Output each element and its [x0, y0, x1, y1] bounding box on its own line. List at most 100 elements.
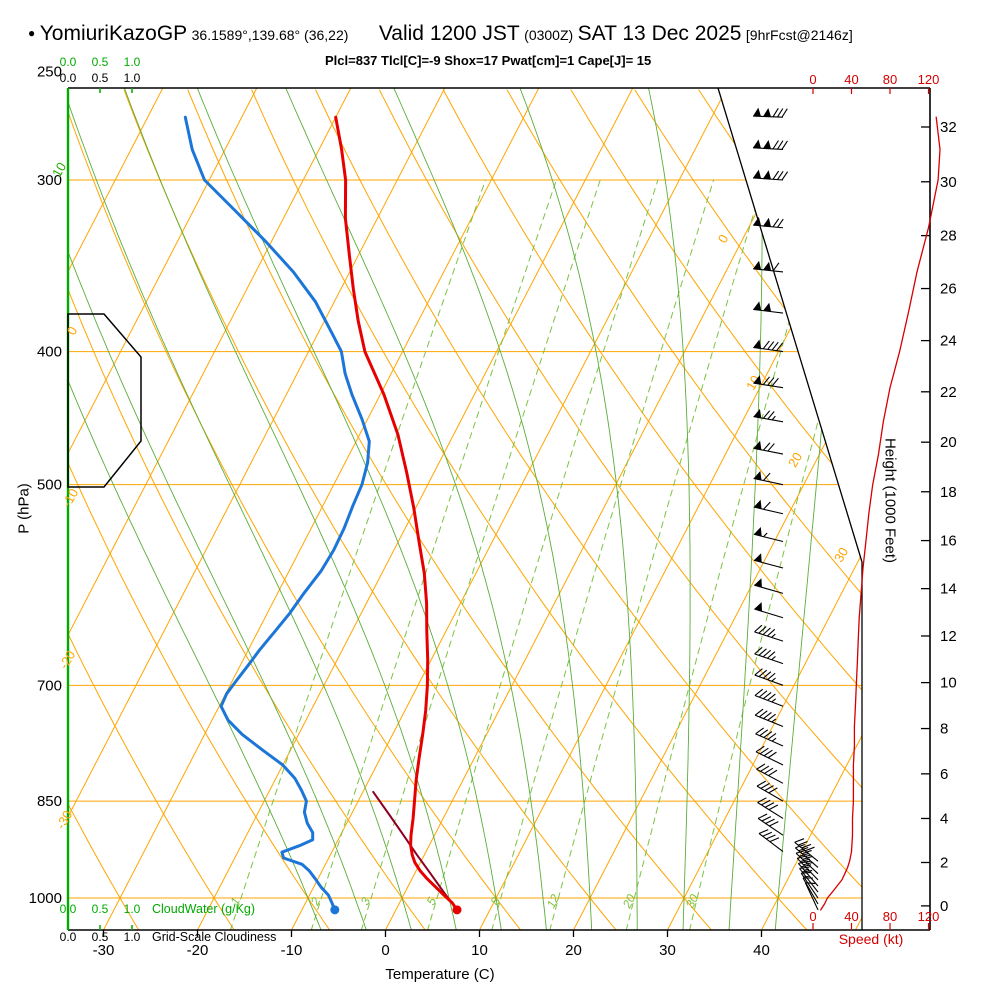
- speed-tick-label: 80: [883, 72, 897, 87]
- mixing-ratio-label: 12: [544, 892, 563, 911]
- wind-barb-full: [755, 727, 765, 735]
- wind-barb-full: [763, 692, 772, 700]
- edge-value-label: 0: [64, 324, 81, 338]
- wind-barb-full: [758, 829, 769, 835]
- wind-barb-pennant: [753, 260, 762, 270]
- height-tick-label: 8: [940, 721, 948, 738]
- dry-adiabat-line: [187, 89, 713, 930]
- wind-barb-full: [767, 443, 775, 452]
- wind-barb-full: [763, 501, 771, 510]
- dry-adiabat-line: [68, 89, 140, 930]
- dry-adiabat-line: [890, 90, 1000, 931]
- pressure-tick-label: 400: [37, 344, 62, 361]
- speed-tick-label: 40: [844, 909, 858, 924]
- dry-adiabat-line: [570, 89, 862, 930]
- dry-adiabat-line: [315, 89, 862, 930]
- cloud-scale-label: 0.5: [92, 930, 109, 944]
- mixing-ratio-line: [491, 179, 715, 930]
- wind-barb-pennant: [754, 602, 762, 612]
- wind-barb-full: [767, 341, 775, 350]
- isotherm-line: [384, 88, 823, 930]
- cloudwater-caption: CloudWater (g/Kg): [152, 902, 255, 916]
- wind-barb-shaft: [753, 506, 784, 515]
- wind-barb-full: [754, 668, 763, 676]
- wind-barb-full: [757, 797, 767, 803]
- wind-barb-full: [767, 713, 776, 721]
- temp-tick-label: -30: [93, 942, 115, 959]
- dry-adiabat-line: [251, 89, 808, 930]
- height-tick-label: 4: [940, 810, 948, 827]
- dry-adiabat-line: [506, 89, 862, 930]
- isotherm-line: [478, 88, 862, 930]
- wind-barb-full: [767, 411, 775, 420]
- wind-barb-pennant: [753, 527, 762, 537]
- wind-barb-full: [771, 341, 779, 351]
- isotherm-line: [68, 88, 353, 930]
- wind-barb-full: [766, 628, 776, 637]
- mixing-ratio-label: 2: [307, 895, 323, 908]
- temperature-axis-label: Temperature (C): [385, 966, 495, 983]
- wind-barb-shaft: [754, 584, 784, 594]
- cloud-scale-label: 0.0: [60, 902, 77, 916]
- wind-barb-shaft: [753, 268, 784, 273]
- wind-barb-pennant: [753, 139, 761, 149]
- surface-dewpoint-dot: [330, 905, 340, 915]
- edge-value-label: 0: [715, 232, 732, 246]
- hexagon-marker: [67, 313, 142, 488]
- wind-barb-full: [769, 821, 779, 827]
- cloud-scale-label: 0.5: [92, 902, 109, 916]
- mixing-ratio-label: 20: [619, 892, 638, 911]
- wind-barb-full: [754, 708, 764, 716]
- wind-barb-full: [758, 648, 767, 656]
- wind-barb-half: [771, 656, 776, 661]
- mixing-ratio-line: [625, 179, 831, 930]
- wind-barb-full: [772, 140, 779, 150]
- dry-adiabat-line: [68, 89, 522, 930]
- wind-barb-pennant: [754, 578, 762, 588]
- moist-adiabat-line: [68, 88, 412, 930]
- wind-barb-pennant: [753, 408, 762, 418]
- station-bullet-icon: ●: [28, 26, 36, 40]
- wind-barb-pennant: [763, 261, 772, 271]
- edge-value-label: 30: [831, 545, 851, 565]
- moist-adiabat-line: [68, 88, 367, 930]
- wind-barb-full: [771, 377, 779, 387]
- wind-barb-pennant: [753, 107, 761, 117]
- cloud-scale-label: 1.0: [124, 930, 141, 944]
- wind-barb-full: [781, 108, 788, 118]
- wind-barb-full: [768, 769, 778, 777]
- wind-barbs: [752, 107, 819, 911]
- speed-tick-label: 80: [883, 909, 897, 924]
- moist-adiabat-line: [122, 88, 457, 930]
- wind-barb-shaft: [753, 533, 784, 543]
- speed-tick-label: 40: [844, 72, 858, 87]
- moist-adiabat-line: [283, 88, 547, 930]
- speed-axis-label: Speed (kt): [838, 931, 904, 947]
- wind-barb-full: [766, 834, 776, 840]
- wind-barb-pennant: [753, 375, 762, 385]
- wind-barb-full: [776, 342, 784, 352]
- wind-barb-full: [772, 170, 780, 180]
- temp-tick-label: 40: [753, 942, 770, 959]
- height-tick-label: 20: [940, 434, 957, 451]
- dewpoint-profile: [183, 115, 371, 912]
- wind-barb-full: [756, 763, 766, 770]
- wind-barb-full: [759, 747, 769, 755]
- wind-barb-full: [772, 262, 780, 272]
- wind-barb-full: [762, 649, 772, 658]
- wind-barb-full: [769, 837, 780, 843]
- moist-adiabat-line: [728, 88, 763, 930]
- cloud-scale-label: 0.5: [92, 71, 109, 85]
- wind-barb-full: [803, 861, 814, 866]
- diagnostics-line: Plcl=837 Tlcl[C]=-9 Shox=17 Pwat[cm]=1 C…: [325, 53, 652, 68]
- wind-barb-full: [761, 799, 771, 806]
- dry-adiabat-line: [442, 89, 862, 930]
- wind-barb-pennant: [753, 169, 762, 179]
- pressure-tick-label: 850: [37, 793, 62, 810]
- temp-tick-label: 10: [471, 942, 488, 959]
- wind-barb-full: [761, 816, 772, 822]
- dry-adiabat-line: [123, 89, 617, 930]
- wind-barb-full: [777, 171, 784, 180]
- temp-tick-label: -10: [281, 942, 303, 959]
